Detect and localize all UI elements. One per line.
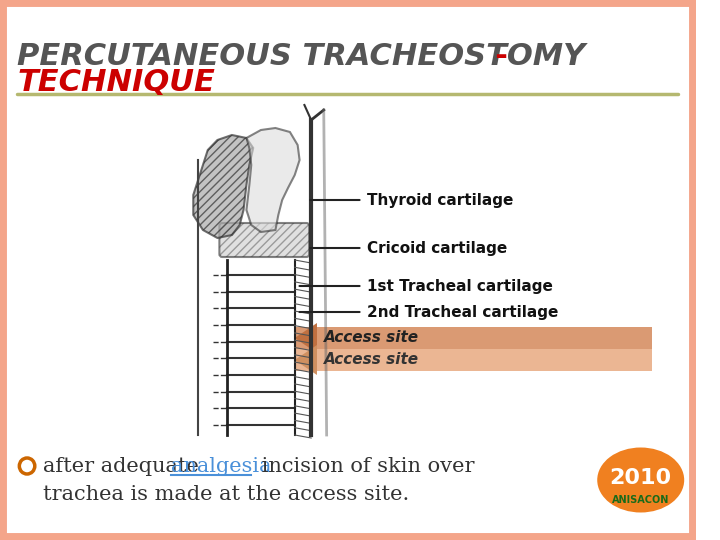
Text: incision of skin over: incision of skin over <box>255 456 474 476</box>
Ellipse shape <box>597 448 684 512</box>
Text: trachea is made at the access site.: trachea is made at the access site. <box>42 484 409 503</box>
Polygon shape <box>294 345 317 375</box>
Text: PERCUTANEOUS TRACHEOSTOMY: PERCUTANEOUS TRACHEOSTOMY <box>17 42 585 71</box>
Text: after adequate: after adequate <box>42 456 205 476</box>
Text: 1st Tracheal cartilage: 1st Tracheal cartilage <box>367 279 553 294</box>
Circle shape <box>19 458 35 474</box>
Text: Access site: Access site <box>324 330 419 346</box>
FancyBboxPatch shape <box>294 349 652 371</box>
Text: analgesia: analgesia <box>171 456 271 476</box>
Text: 2010: 2010 <box>610 468 672 488</box>
Text: Access site: Access site <box>324 353 419 368</box>
Polygon shape <box>193 135 253 238</box>
Text: Cricoid cartilage: Cricoid cartilage <box>367 240 508 255</box>
Polygon shape <box>246 128 300 232</box>
Text: 2nd Tracheal cartilage: 2nd Tracheal cartilage <box>367 305 559 320</box>
Text: -: - <box>474 42 508 71</box>
Text: Thyroid cartilage: Thyroid cartilage <box>367 192 513 207</box>
Text: ANISACON: ANISACON <box>612 495 670 505</box>
Text: TECHNIQUE: TECHNIQUE <box>17 68 215 97</box>
FancyBboxPatch shape <box>294 327 652 349</box>
Polygon shape <box>294 323 317 353</box>
FancyBboxPatch shape <box>220 223 310 257</box>
